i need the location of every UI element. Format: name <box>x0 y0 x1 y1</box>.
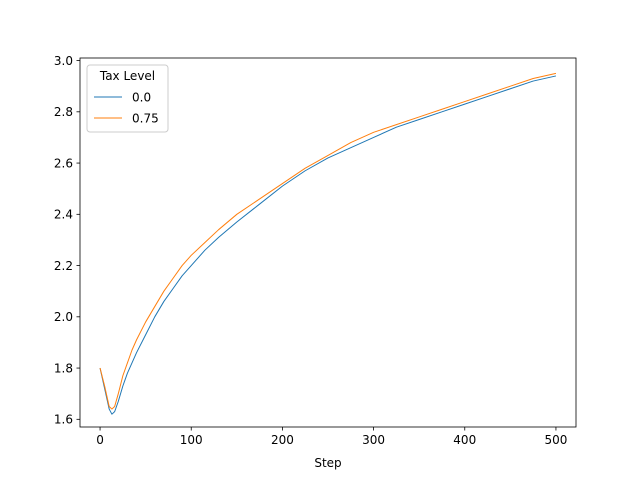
series-line-1 <box>99 72 557 410</box>
y-tick-label-7: 3.0 <box>54 54 73 68</box>
series-line-0 <box>99 75 557 415</box>
legend-box <box>86 64 169 133</box>
x-tick-label-1: 100 <box>180 433 203 447</box>
y-tick-label-4: 2.4 <box>54 208 73 222</box>
y-tick-label-2: 2.0 <box>54 310 73 324</box>
y-tick-label-1: 1.8 <box>54 361 73 375</box>
legend-label-1: 0.75 <box>132 112 159 126</box>
y-tick-label-3: 2.2 <box>54 259 73 273</box>
x-tick-label-3: 300 <box>362 433 385 447</box>
legend-label-0: 0.0 <box>132 91 151 105</box>
series-layer <box>99 72 557 415</box>
legend-title: Tax Level <box>99 69 155 83</box>
y-tick-label-5: 2.6 <box>54 156 73 170</box>
y-tick-label-0: 1.6 <box>54 413 73 427</box>
legend: Tax Level 0.0 0.75 <box>86 64 169 133</box>
x-tick-label-2: 200 <box>271 433 294 447</box>
y-axis: 1.6 1.8 2.0 2.2 2.4 2.6 2.8 3.0 <box>54 54 80 427</box>
x-tick-label-4: 400 <box>453 433 476 447</box>
x-axis-title: Step <box>314 456 341 470</box>
x-tick-label-5: 500 <box>544 433 567 447</box>
y-tick-label-6: 2.8 <box>54 105 73 119</box>
x-axis: 0 100 200 300 400 500 <box>96 427 567 447</box>
plot-frame <box>79 57 577 428</box>
x-tick-label-0: 0 <box>96 433 104 447</box>
